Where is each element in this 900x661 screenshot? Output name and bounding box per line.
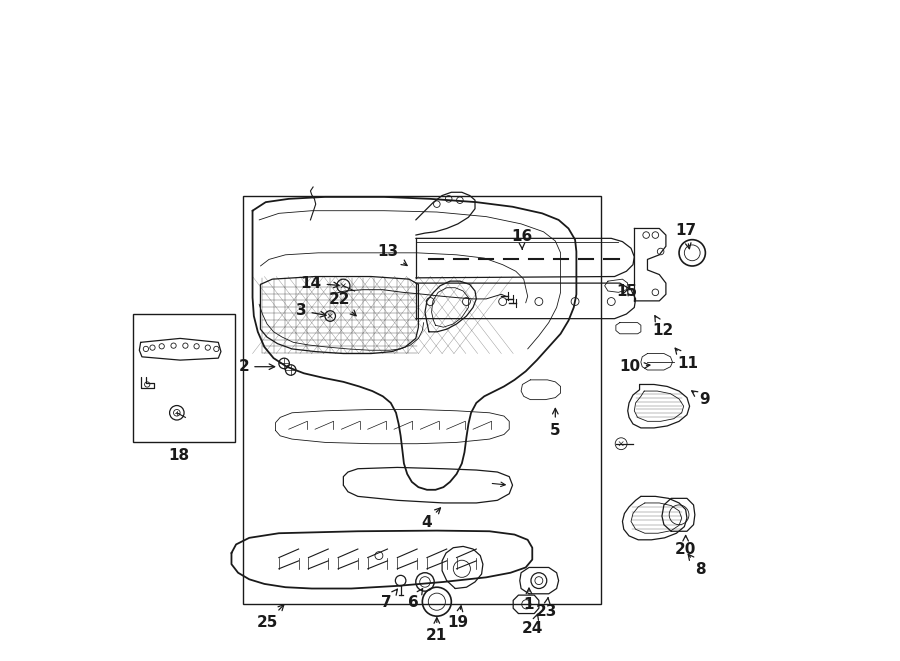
Text: 14: 14 bbox=[301, 276, 339, 291]
Text: 5: 5 bbox=[550, 408, 561, 438]
Text: 13: 13 bbox=[377, 245, 407, 266]
Text: 25: 25 bbox=[256, 605, 284, 630]
Text: 22: 22 bbox=[328, 292, 356, 316]
Text: 17: 17 bbox=[675, 223, 697, 249]
Text: 10: 10 bbox=[620, 359, 650, 374]
Text: 2: 2 bbox=[238, 359, 274, 374]
Text: 8: 8 bbox=[688, 555, 706, 577]
Bar bbox=[132, 314, 235, 442]
Text: 15: 15 bbox=[616, 284, 637, 299]
Text: 3: 3 bbox=[296, 303, 326, 318]
Text: 21: 21 bbox=[427, 618, 447, 643]
Text: 4: 4 bbox=[421, 508, 440, 530]
Text: 6: 6 bbox=[408, 589, 423, 610]
Text: 7: 7 bbox=[382, 589, 398, 610]
Text: 1: 1 bbox=[524, 588, 535, 612]
Text: 11: 11 bbox=[675, 348, 698, 371]
Text: 12: 12 bbox=[652, 316, 674, 338]
Text: 24: 24 bbox=[522, 614, 544, 637]
Text: 20: 20 bbox=[675, 535, 697, 557]
Text: 19: 19 bbox=[447, 605, 468, 630]
Text: 16: 16 bbox=[511, 229, 532, 249]
Text: 23: 23 bbox=[536, 598, 556, 619]
Text: 9: 9 bbox=[692, 391, 709, 407]
Text: 18: 18 bbox=[168, 447, 189, 463]
Bar bbox=[243, 196, 601, 603]
